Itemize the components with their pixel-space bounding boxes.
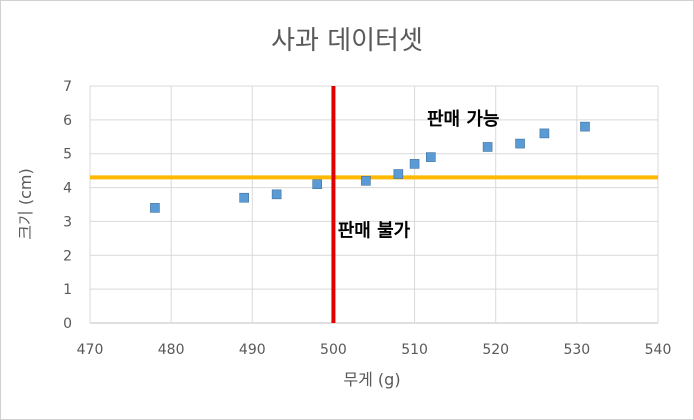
y-tick-label: 0 [63,316,72,332]
y-tick-label: 4 [63,181,72,197]
x-tick-label: 500 [320,342,347,358]
y-tick-label: 5 [63,147,72,163]
data-point [361,176,371,186]
data-point [580,121,590,132]
y-tick-label: 1 [63,282,72,298]
annotation-label: 판매 가능 [427,109,500,130]
data-point [239,192,249,203]
x-tick-label: 540 [645,342,672,358]
x-tick-label: 470 [77,342,104,358]
x-tick-label: 520 [482,342,509,358]
data-point [150,203,160,213]
data-point [312,179,323,189]
data-point [271,189,282,200]
data-point [482,142,493,152]
data-point [409,159,420,169]
y-tick-label: 3 [63,214,72,230]
annotation-label: 판매 불가 [338,221,411,242]
data-point [539,128,550,139]
chart-title: 사과 데이터셋 [271,26,423,56]
x-tick-label: 510 [401,342,428,358]
data-point [515,138,525,149]
y-tick-label: 6 [63,113,72,129]
y-tick-label: 7 [63,79,72,95]
y-tick-label: 2 [63,248,72,264]
data-point [425,152,436,162]
x-tick-label: 480 [158,342,185,358]
data-point [393,169,404,179]
x-tick-label: 530 [563,342,590,358]
x-tick-label: 490 [239,342,266,358]
x-axis-label: 무게 (g) [343,370,401,389]
